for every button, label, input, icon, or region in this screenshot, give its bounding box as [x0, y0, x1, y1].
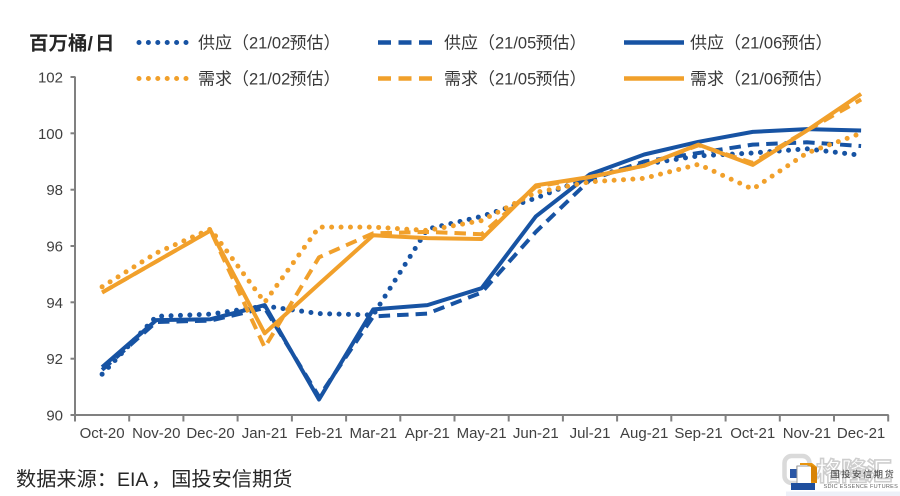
svg-text:Jan-21: Jan-21: [242, 425, 288, 442]
svg-text:100: 100: [38, 126, 63, 143]
svg-text:Jun-21: Jun-21: [513, 425, 559, 442]
svg-text:21/05: 21/05: [495, 35, 536, 53]
svg-text:21/05: 21/05: [495, 71, 536, 89]
svg-text:Nov-20: Nov-20: [132, 425, 180, 442]
svg-text:May-21: May-21: [457, 425, 507, 442]
svg-text:EIA: EIA: [117, 469, 148, 491]
svg-text:Nov-21: Nov-21: [783, 425, 831, 442]
svg-text:Dec-21: Dec-21: [837, 425, 885, 442]
svg-text:102: 102: [38, 70, 63, 87]
svg-text:90: 90: [46, 408, 63, 425]
svg-text:96: 96: [46, 239, 63, 256]
svg-text:Aug-21: Aug-21: [620, 425, 668, 442]
svg-text:Jul-21: Jul-21: [570, 425, 611, 442]
svg-text:Feb-21: Feb-21: [295, 425, 343, 442]
svg-text:94: 94: [46, 295, 63, 312]
svg-text:Mar-21: Mar-21: [349, 425, 397, 442]
svg-text:Oct-20: Oct-20: [80, 425, 125, 442]
svg-text:21/02: 21/02: [249, 71, 290, 89]
svg-text:Oct-21: Oct-21: [730, 425, 775, 442]
svg-text:98: 98: [46, 182, 63, 199]
svg-text:21/06: 21/06: [741, 71, 782, 89]
svg-text:Apr-21: Apr-21: [405, 425, 450, 442]
svg-text:SDIC ESSENCE FUTURES: SDIC ESSENCE FUTURES: [824, 484, 899, 490]
svg-text:Sep-21: Sep-21: [674, 425, 722, 442]
svg-text:92: 92: [46, 351, 63, 368]
svg-text:21/06: 21/06: [741, 35, 782, 53]
svg-text:Dec-20: Dec-20: [186, 425, 234, 442]
svg-text:21/02: 21/02: [249, 35, 290, 53]
svg-text:/: /: [88, 33, 94, 55]
